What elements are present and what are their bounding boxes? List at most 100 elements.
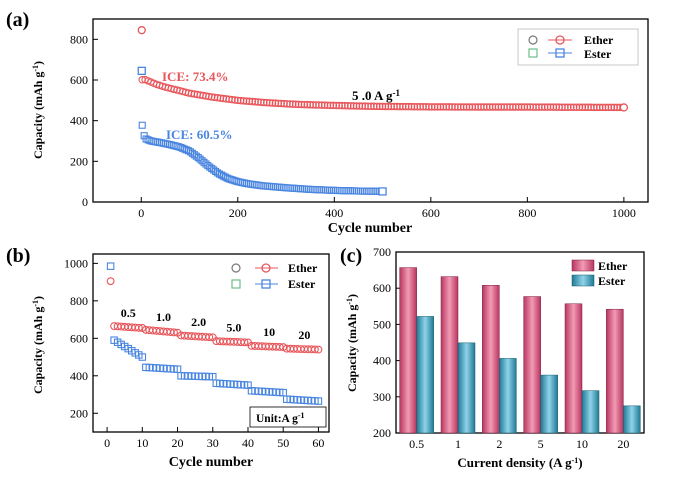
legend-ether-open-gray-marker (528, 35, 538, 45)
panel-a-ytick-label: 200 (70, 154, 88, 168)
panel-c-legend: Ether Ester (571, 259, 628, 288)
ether-point (474, 103, 482, 111)
panel-c-ytick-label: 600 (373, 281, 391, 295)
ether-point (291, 100, 300, 108)
ether-point (494, 103, 503, 111)
ether-point (465, 103, 474, 111)
ester-point (370, 187, 378, 195)
panel-b-rate-label: 1.0 (156, 310, 171, 324)
ether-point (595, 103, 604, 112)
ether-point (526, 103, 534, 111)
panel-b-unit-note: Unit:A g-1 (256, 411, 305, 425)
ether-point (318, 101, 326, 109)
ether-point (271, 99, 280, 107)
ether-point (523, 103, 532, 111)
ether-point (236, 96, 245, 105)
panel-c-ytick-label: 300 (373, 390, 391, 404)
ether-point (242, 97, 251, 105)
ester-point (354, 187, 362, 195)
ether-point (315, 101, 323, 109)
ether-point (416, 103, 424, 111)
ester-point (296, 185, 305, 193)
ether-point (268, 99, 277, 107)
ester-point (372, 187, 380, 195)
panel-b-xtick-label: 60 (312, 436, 324, 450)
ether-point (399, 102, 407, 111)
ether-point (323, 101, 332, 109)
ester-point (331, 186, 339, 194)
ether-point (387, 102, 396, 111)
ester-point (337, 187, 345, 195)
panel-c-xtick-label: 20 (617, 437, 629, 451)
ether-point (468, 103, 477, 111)
ester-bar (499, 358, 517, 434)
ether-point (569, 103, 578, 111)
panel-b-xtick-label: 50 (277, 436, 289, 450)
ether-point (297, 100, 306, 109)
ester-last-point (378, 187, 387, 196)
ether-point (462, 103, 471, 111)
panel-a-xtick-label: 400 (325, 206, 343, 220)
ester-point (323, 186, 332, 194)
panel-b-axes: 0 10 20 30 40 50 60 200 400 600 800 1000 (64, 256, 324, 450)
ether-point (564, 103, 572, 111)
legend-b-ester-marker (261, 279, 271, 289)
ether-point (262, 98, 271, 107)
panel-b-ytick-label: 800 (70, 294, 88, 308)
panel-a-ylabel: Capacity (mAh g-1) (31, 61, 45, 159)
ether-point (283, 100, 291, 108)
panel-b-ytick-label: 1000 (64, 256, 88, 270)
panel-b-ytick-label: 200 (70, 406, 88, 420)
ether-point (239, 97, 248, 105)
ester-point (352, 187, 361, 195)
ether-point (456, 103, 465, 111)
ether-point (251, 98, 259, 106)
ether-point (514, 103, 523, 111)
ester-point (273, 183, 281, 191)
ether-point (257, 98, 265, 107)
legend-b-ether-label: Ether (288, 261, 318, 275)
ether-bar (606, 308, 624, 434)
ester-point (310, 186, 318, 194)
ester-point (300, 185, 308, 193)
ether-point (349, 102, 358, 110)
ether-first-cycle-point (137, 26, 146, 35)
ester-point (302, 185, 310, 193)
ether-point (503, 103, 511, 111)
ether-point (341, 101, 349, 110)
ether-point (332, 101, 340, 110)
ester-point (335, 186, 343, 195)
legend-b-ether-open-gray-marker (231, 263, 241, 273)
ether-rate-point (170, 328, 178, 337)
ester-point (356, 187, 364, 195)
ether-point (425, 103, 433, 111)
panel-b-legend: Ether Ester (231, 261, 318, 291)
ether-point (384, 102, 393, 111)
ether-point (367, 102, 375, 110)
ether-point (520, 103, 529, 111)
ether-point (346, 102, 355, 110)
panel-a-legend: Ether Ester (517, 28, 639, 66)
ester-point (327, 186, 335, 194)
ether-point (506, 103, 514, 111)
ether-point (430, 103, 439, 111)
ester-point (289, 184, 297, 192)
legend-ether-marker (555, 35, 565, 45)
ether-point (590, 103, 598, 112)
ether-point (401, 102, 410, 111)
ester-point (345, 187, 353, 195)
panel-c-ylabel: Capacity (mAh g-1) (345, 294, 359, 392)
ether-point (381, 102, 390, 111)
ether-bar (399, 267, 417, 434)
ester-point (295, 185, 303, 193)
ether-rate-point (275, 343, 284, 351)
ester-point (304, 185, 312, 193)
ether-point (552, 103, 561, 111)
ether-point (329, 101, 338, 110)
panel-a-annot-rate: 5 .0 A g-1 (352, 88, 400, 103)
legend-ester-open-green-marker (528, 48, 538, 58)
panel-a-xtick-label: 0 (138, 206, 144, 220)
ether-point (358, 102, 367, 110)
ether-rate-point (134, 323, 143, 332)
ester-rate-point (314, 397, 323, 405)
